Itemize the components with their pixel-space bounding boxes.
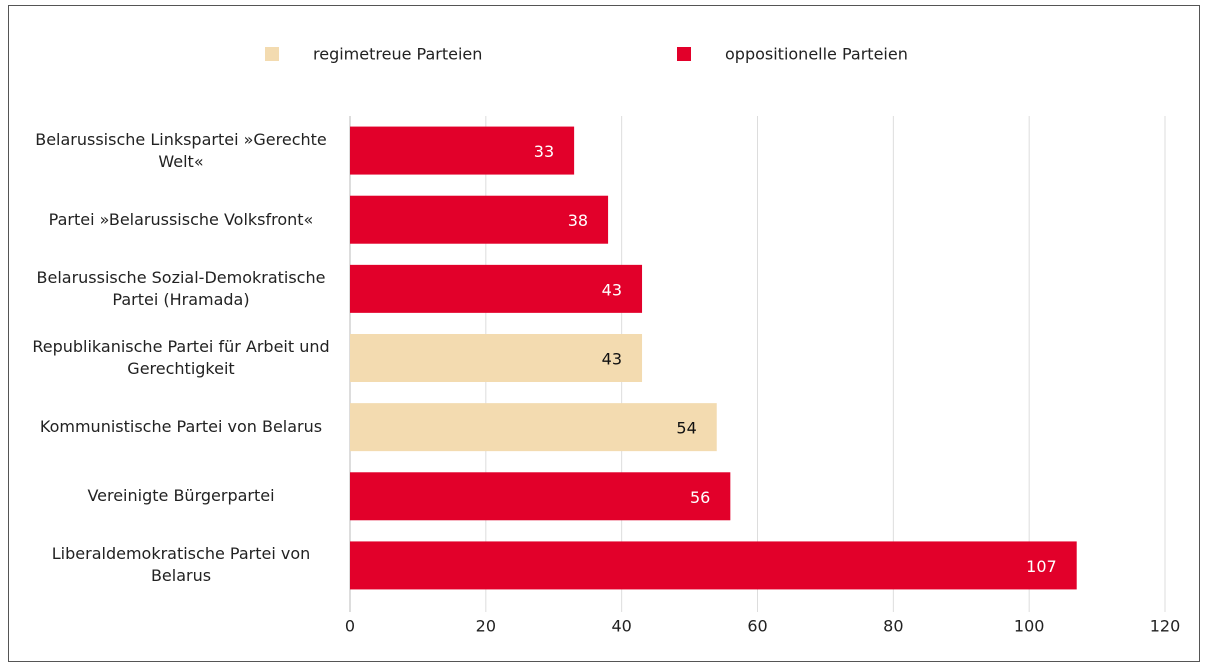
x-tick-label: 0 bbox=[345, 617, 355, 636]
legend-swatch bbox=[677, 47, 691, 61]
y-tick-label: Vereinigte Bürgerpartei bbox=[87, 486, 275, 506]
y-tick-label: Belarussische Sozial-Demokratische Parte… bbox=[36, 267, 326, 309]
legend-swatch bbox=[265, 47, 279, 61]
x-tick-label: 100 bbox=[1014, 617, 1045, 636]
bar bbox=[350, 403, 717, 452]
bar bbox=[350, 126, 575, 175]
value-label: 56 bbox=[690, 488, 710, 507]
bar bbox=[350, 541, 1077, 590]
x-tick-label: 80 bbox=[883, 617, 903, 636]
bar bbox=[350, 264, 643, 313]
bar bbox=[350, 195, 609, 244]
legend-label: oppositionelle Parteien bbox=[725, 45, 908, 64]
y-tick-label: Liberaldemokratische Partei von Belarus bbox=[51, 544, 311, 586]
x-tick-label: 120 bbox=[1150, 617, 1181, 636]
legend-label: regimetreue Parteien bbox=[313, 45, 482, 64]
value-label: 54 bbox=[676, 419, 696, 438]
bar bbox=[350, 472, 731, 521]
value-label: 43 bbox=[602, 280, 622, 299]
y-tick-label: Belarussische Linkspartei »Gerechte Welt… bbox=[35, 129, 327, 171]
y-tick-label: Partei »Belarussische Volksfront« bbox=[48, 209, 314, 229]
bar bbox=[350, 334, 643, 382]
value-label: 38 bbox=[568, 211, 588, 230]
value-label: 107 bbox=[1026, 557, 1057, 576]
y-tick-label: Republikanische Partei für Arbeit und Ge… bbox=[32, 337, 330, 378]
x-tick-label: 60 bbox=[747, 617, 767, 636]
frame bbox=[8, 5, 1200, 662]
value-label: 33 bbox=[534, 142, 554, 161]
x-tick-label: 40 bbox=[611, 617, 631, 636]
x-tick-label: 20 bbox=[476, 617, 496, 636]
value-label: 43 bbox=[602, 350, 622, 369]
y-tick-label: Kommunistische Partei von Belarus bbox=[39, 417, 323, 437]
